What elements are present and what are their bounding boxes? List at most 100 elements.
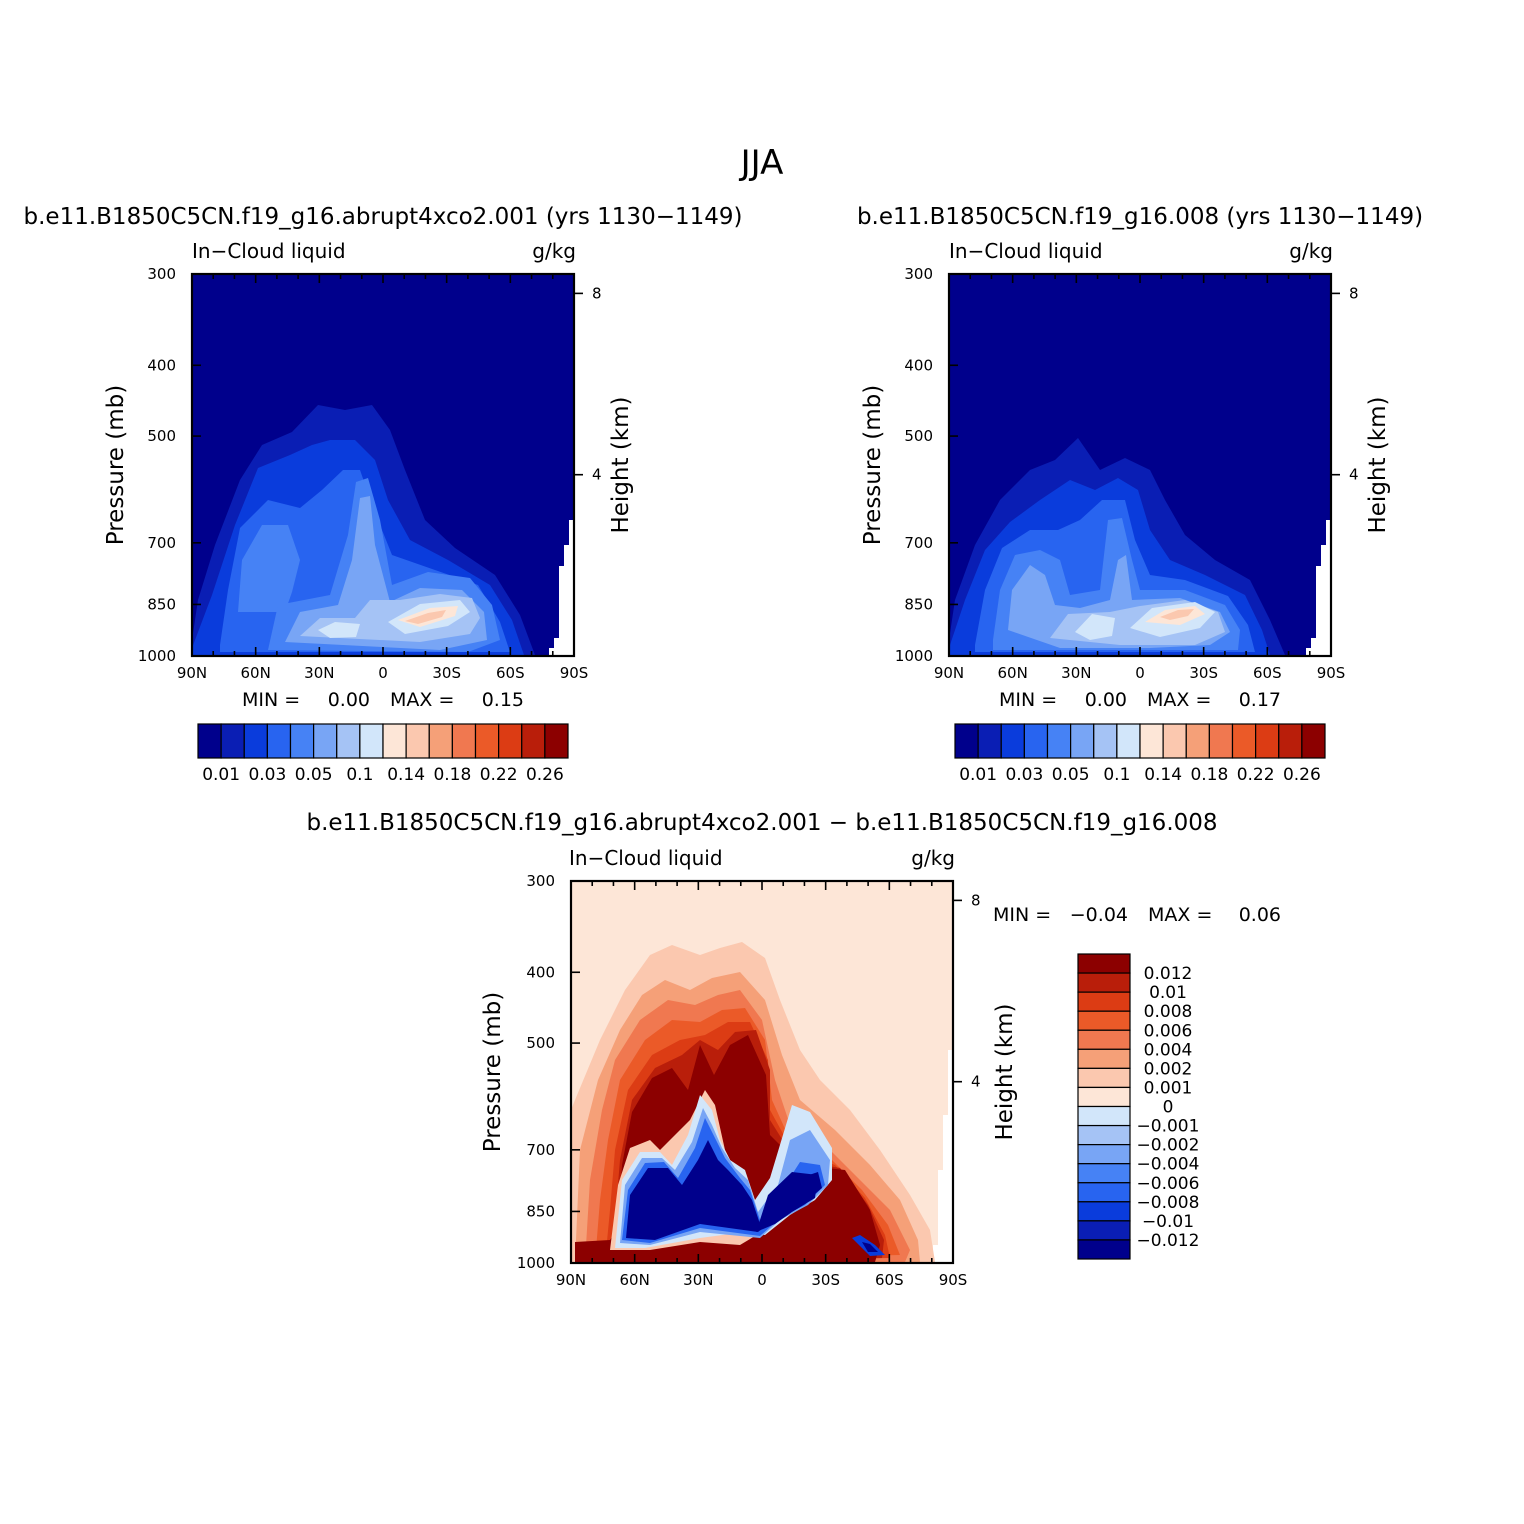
y-tick-label: 500 xyxy=(526,1034,555,1052)
y-tick-label: 850 xyxy=(526,1202,555,1220)
colorbar-swatch xyxy=(382,723,407,759)
colorbar-swatch xyxy=(428,723,453,759)
y-tick-label: 300 xyxy=(526,872,555,890)
colorbar-swatch xyxy=(1301,723,1326,759)
colorbar-label: 0.008 xyxy=(1144,1002,1193,1022)
units-label: g/kg xyxy=(1289,239,1333,263)
max-label: MAX = xyxy=(1147,689,1211,711)
panel-difference: b.e11.B1850C5CN.f19_g16.abrupt4xco2.001 … xyxy=(306,810,1281,1289)
x-tick-label: 60N xyxy=(241,664,271,682)
colorbar-swatch xyxy=(1046,723,1072,759)
y-tick-label: 1000 xyxy=(895,647,933,665)
colorbar-swatch xyxy=(1077,1105,1131,1127)
colorbar-label: 0.1 xyxy=(1103,765,1130,785)
colorbar-label: 0.01 xyxy=(202,765,240,785)
colorbar-label: 0.14 xyxy=(387,765,425,785)
colorbar-swatch xyxy=(1208,723,1234,759)
colorbar-swatch xyxy=(1077,1182,1131,1203)
colorbar-swatch xyxy=(1023,723,1049,759)
colorbar-swatch xyxy=(1077,1010,1131,1031)
x-tick-label: 60S xyxy=(1253,664,1282,682)
y-tick-label: 1000 xyxy=(517,1254,555,1272)
min-value: 0.00 xyxy=(328,689,370,711)
contour-fill-level-1 xyxy=(756,1172,818,1232)
colorbar-swatch xyxy=(1162,723,1187,759)
y-axis-left: 300 400 500 700 850 1000 8 4 xyxy=(138,265,602,665)
y-right-tick-label: 8 xyxy=(971,891,981,909)
contour-fill-level-9 xyxy=(405,610,446,624)
colorbar-swatch xyxy=(474,723,500,759)
colorbar-label: 0.1 xyxy=(346,765,373,785)
colorbar-label: −0.004 xyxy=(1137,1155,1200,1175)
colorbar-swatch xyxy=(1077,1048,1131,1069)
colorbar-swatch xyxy=(266,723,292,759)
x-tick-label: 90N xyxy=(556,1271,586,1289)
contour-fill-level-7 xyxy=(1075,614,1115,640)
contour-fill-level-9 xyxy=(1160,609,1194,620)
y-axis-left: 300 400 500 700 850 1000 8 4 xyxy=(517,872,981,1272)
contour-field xyxy=(949,274,1331,656)
y-axis-title: Pressure (mb) xyxy=(480,992,506,1152)
y-axis-right-title: Height (km) xyxy=(1365,396,1391,533)
colorbar-label: 0.01 xyxy=(959,765,997,785)
x-tick-label: 30S xyxy=(811,1271,840,1289)
x-tick-label: 60N xyxy=(998,664,1028,682)
colorbar-swatch xyxy=(1231,723,1257,759)
y-tick-label: 500 xyxy=(147,427,176,445)
colorbar-swatch xyxy=(1077,953,1131,974)
colorbar-swatch xyxy=(1185,723,1210,759)
colorbar-label: 0.18 xyxy=(433,765,471,785)
colorbar-label: 0.01 xyxy=(1149,983,1187,1003)
x-tick-label: 90S xyxy=(560,664,589,682)
y-tick-label: 850 xyxy=(904,595,933,613)
colorbar-swatch xyxy=(197,723,222,759)
colorbar-swatch xyxy=(1077,1029,1131,1050)
colorbar-label: 0.22 xyxy=(480,765,518,785)
x-tick-label: 90S xyxy=(939,1271,968,1289)
colorbar-swatch xyxy=(289,723,315,759)
x-tick-label: 30N xyxy=(1061,664,1091,682)
x-tick-label: 0 xyxy=(757,1271,767,1289)
y-tick-label: 850 xyxy=(147,595,176,613)
units-label: g/kg xyxy=(911,846,955,870)
colorbar-swatch xyxy=(954,723,979,759)
colorbar-swatch xyxy=(1077,1067,1131,1089)
y-tick-label: 500 xyxy=(904,427,933,445)
colorbar-label: 0.18 xyxy=(1190,765,1228,785)
x-tick-label: 30N xyxy=(683,1271,713,1289)
max-value: 0.06 xyxy=(1239,904,1281,926)
colorbar-swatch xyxy=(1139,723,1164,759)
colorbar-label: 0.14 xyxy=(1144,765,1182,785)
y-tick-label: 400 xyxy=(526,963,555,981)
y-tick-label: 400 xyxy=(904,356,933,374)
x-tick-label: 60S xyxy=(496,664,525,682)
y-axis-right-title: Height (km) xyxy=(608,396,634,533)
y-axis-title: Pressure (mb) xyxy=(860,385,886,545)
x-tick-label: 60N xyxy=(620,1271,650,1289)
colorbar-swatch xyxy=(1077,1220,1131,1241)
x-tick-label: 90S xyxy=(1317,664,1346,682)
x-tick-label: 30S xyxy=(432,664,461,682)
min-label: MIN = xyxy=(993,904,1051,926)
colorbar-label: −0.006 xyxy=(1137,1174,1200,1194)
y-right-tick-label: 4 xyxy=(592,466,602,484)
colorbar-label: 0.001 xyxy=(1144,1078,1193,1098)
max-value: 0.17 xyxy=(1239,689,1281,711)
colorbar-label: −0.002 xyxy=(1137,1136,1200,1156)
colorbar-label: 0.002 xyxy=(1144,1059,1193,1079)
colorbar-swatch xyxy=(313,723,338,759)
min-value: −0.04 xyxy=(1070,904,1128,926)
x-tick-label: 60S xyxy=(875,1271,904,1289)
y-right-tick-label: 4 xyxy=(971,1073,981,1091)
y-tick-label: 400 xyxy=(147,356,176,374)
colorbar-label: −0.01 xyxy=(1142,1212,1194,1232)
contour-fill-level-4 xyxy=(248,560,254,580)
colorbar-label: 0.004 xyxy=(1144,1040,1193,1060)
colorbar-swatch xyxy=(243,723,268,759)
colorbar-swatch xyxy=(359,723,384,759)
missing-data-region xyxy=(549,520,574,656)
panel-title: b.e11.B1850C5CN.f19_g16.008 (yrs 1130−11… xyxy=(857,204,1423,230)
missing-data-region xyxy=(1306,520,1331,656)
colorbar-label: 0.22 xyxy=(1237,765,1275,785)
panel-title: b.e11.B1850C5CN.f19_g16.abrupt4xco2.001 … xyxy=(24,204,743,230)
